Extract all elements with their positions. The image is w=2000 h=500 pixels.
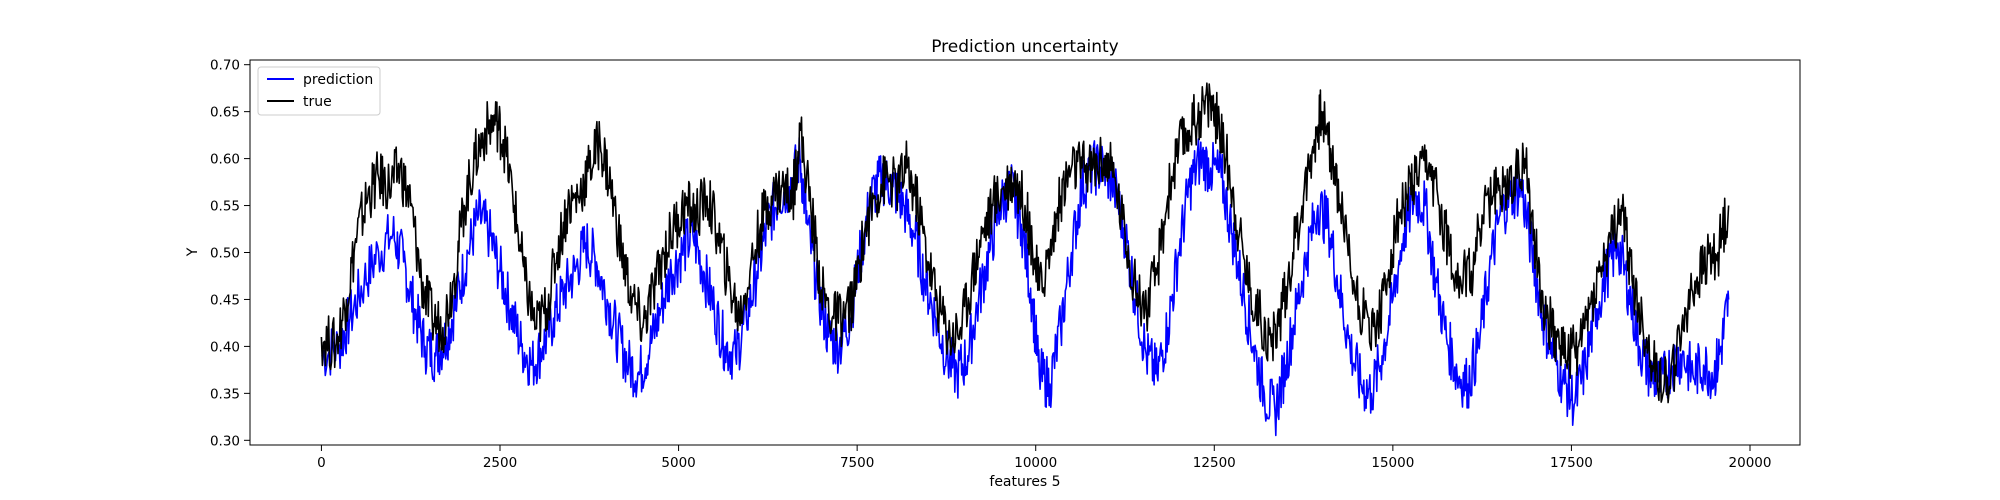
series-layer [320,82,1730,437]
x-tick-label: 7500 [840,455,874,471]
y-tick-label: 0.70 [210,58,240,74]
series-line-true [320,82,1730,404]
y-axis-label: Y [185,247,201,257]
legend-label-prediction: prediction [303,72,373,88]
legend: prediction true [257,66,381,116]
chart-title: Prediction uncertainty [931,37,1119,57]
y-axis: 0.30 0.35 0.40 0.45 0.50 0.55 0.60 0.65 0.70 [210,58,250,449]
series-line-prediction [321,136,1730,437]
x-tick-label: 0 [317,455,326,471]
x-tick-label: 2500 [483,455,517,471]
x-tick-label: 20000 [1729,455,1772,471]
y-tick-label: 0.40 [210,339,240,355]
x-tick-label: 15000 [1371,455,1414,471]
x-tick-label: 12500 [1193,455,1236,471]
legend-label-true: true [303,94,332,110]
x-tick-label: 5000 [661,455,695,471]
x-axis: 0 2500 5000 7500 10000 12500 15000 17500 20000 [317,445,1771,471]
x-tick-label: 17500 [1550,455,1593,471]
x-axis-label: features 5 [989,474,1060,490]
y-tick-label: 0.45 [210,292,240,308]
y-tick-label: 0.50 [210,246,240,262]
y-tick-label: 0.30 [210,433,240,449]
y-tick-label: 0.35 [210,386,240,402]
x-tick-label: 10000 [1014,455,1057,471]
y-tick-label: 0.60 [210,152,240,168]
y-tick-label: 0.55 [210,199,240,215]
y-tick-label: 0.65 [210,105,240,121]
